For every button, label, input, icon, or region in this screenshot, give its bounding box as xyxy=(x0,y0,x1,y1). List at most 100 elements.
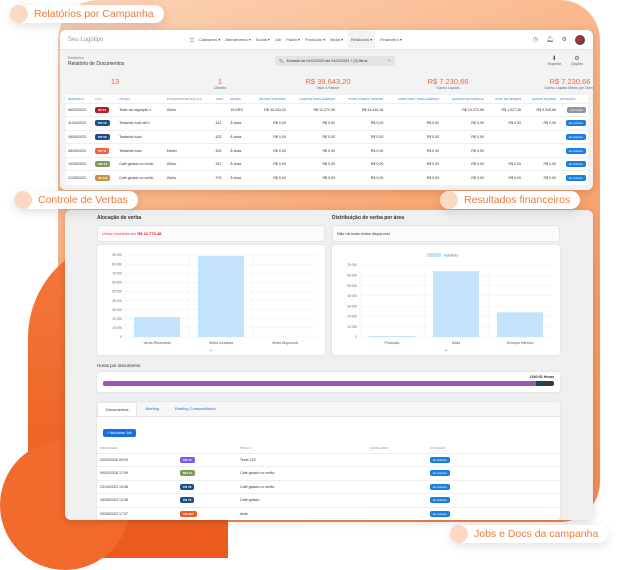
bar xyxy=(368,335,416,337)
cell: Aprovado xyxy=(558,102,588,117)
cell: À vista xyxy=(228,143,250,158)
cell: R$ 44.516,16 xyxy=(337,102,386,117)
list-item[interactable]: 16/06/2023 13:38 PR 76 Café gelado Em Abert… xyxy=(97,493,560,507)
table-row[interactable]: 08/05/2023 PP 41 Testando tudo Marlei 432 À v… xyxy=(66,143,588,158)
cell: R$ 0,00 xyxy=(385,170,442,185)
table-row[interactable]: 06/03/2023 MI 14 Teste da migração 1 Globo 1… xyxy=(66,102,588,117)
tab[interactable]: Briefing xyxy=(145,406,160,411)
menu-item[interactable]: Job xyxy=(274,37,282,42)
list-item[interactable]: 23/02/2026 09:09 PM 10 Teste 123 Em Aberto xyxy=(97,452,560,467)
column-header[interactable]: CLIENTE PAGA AGÊNCIA xyxy=(299,96,336,101)
breadcrumb[interactable]: Relatórios xyxy=(68,56,84,60)
menu-item[interactable]: Mídia ▾ xyxy=(330,37,343,42)
cell: R$ 0,00 xyxy=(249,116,288,131)
kpi-label: Ganho Líquido Médio por Cliente xyxy=(544,86,593,90)
column-header[interactable]: PRAZO xyxy=(230,96,241,101)
cell: R$ 1.027,30 xyxy=(485,102,524,117)
edit-icon[interactable]: ✎ xyxy=(387,59,391,63)
hours-value: 1540:52 Horas xyxy=(529,375,554,379)
export-button[interactable]: ⬇ Exportar xyxy=(547,56,561,66)
cell: R$ 0,00 xyxy=(337,129,386,144)
cell: R$ 0,00 xyxy=(337,156,386,171)
menu-item[interactable]: Social ▾ xyxy=(255,37,270,42)
cell: MI 126 xyxy=(93,170,118,185)
options-button[interactable]: ⚙ Opções xyxy=(570,56,583,66)
bar xyxy=(432,271,480,337)
avatar[interactable] xyxy=(575,34,585,45)
column-header: SITUAÇÃO xyxy=(430,445,446,450)
cell xyxy=(485,129,524,144)
list-item[interactable]: 23/10/2023 13:58 PR 78 Café gelado no verã… xyxy=(97,479,560,494)
y-tick-label: 60 000 xyxy=(112,281,122,285)
column-header[interactable]: SITUAÇÃO xyxy=(560,96,576,101)
clock-icon[interactable]: ◷ xyxy=(532,37,538,43)
menu-item[interactable]: Cadastros ▾ xyxy=(198,37,221,42)
cell: 16/06/2023 13:38 xyxy=(97,493,177,507)
hours-title: Horas por documento xyxy=(97,363,141,368)
menu-item[interactable]: Pauta ▾ xyxy=(286,37,300,42)
kpi-value: R$ 7.230,66 xyxy=(427,77,469,86)
kpi-value: 13 xyxy=(110,77,120,86)
cell: R$ 0,00 xyxy=(287,143,338,158)
cell: 08/05/2023 xyxy=(66,143,94,158)
column-header[interactable]: COM. DE VENDAS xyxy=(495,96,522,101)
doc-badge: MO 12 xyxy=(95,161,111,168)
column-header[interactable]: FORN./VEÍC. PAGA AGÊNCIA xyxy=(398,96,440,101)
table-row[interactable]: 08/05/2023 PR 55 Testando tudo 432 À vista R$… xyxy=(66,129,588,144)
cell: Globo xyxy=(164,170,214,185)
add-job-button[interactable]: + Adicionar Job xyxy=(103,429,136,437)
column-header[interactable]: TOTAL INVEST. CLIENTE xyxy=(348,96,384,101)
tab[interactable]: Documentos xyxy=(97,402,138,416)
list-item[interactable]: 05/06/2023 17:07 AM 695 teste Em Aberto xyxy=(97,506,560,520)
cell: 09/02/2026 17:09 xyxy=(97,466,177,480)
tab[interactable]: Briefing Compartilhado xyxy=(175,406,216,411)
cell: R$ 0,00 xyxy=(485,156,524,171)
main-menu: 🖵 Cadastros ▾ Atendimento ▾ Social ▾ Job Paut… xyxy=(190,31,402,48)
column-header[interactable]: GANHO LÍQUIDO xyxy=(531,96,557,101)
cell xyxy=(523,129,559,144)
cell xyxy=(367,466,427,480)
list-item[interactable]: 09/02/2026 17:09 MO 14 Café gelado no verã… xyxy=(97,466,560,480)
menu-item[interactable]: Relatórios ▾ xyxy=(348,31,376,48)
cell: 347 xyxy=(213,156,229,171)
filter-search[interactable]: 🔍︎ Emissão de 01/01/2023 até 31/12/2023 +… xyxy=(275,56,395,66)
hours-progress xyxy=(103,381,554,386)
cell: R$ 0,00 xyxy=(441,170,486,185)
filter-text: Emissão de 01/01/2023 até 31/12/2023 + (… xyxy=(286,59,368,63)
table-row[interactable]: 11/04/2023 PR 52 Testando tudo alt b 412 À v… xyxy=(66,116,588,131)
cell: R$ 0,00 xyxy=(385,156,442,171)
cell xyxy=(213,102,229,117)
column-header[interactable]: EMISSÃO ▾ xyxy=(68,96,85,101)
cell: R$ 0,00 xyxy=(287,170,338,185)
cell: 432 xyxy=(213,129,229,144)
column-header[interactable]: GANHOS DA AGÊNCIA xyxy=(451,96,484,101)
status-badge: Em Aberto xyxy=(430,497,451,504)
y-tick-label: 90 000 xyxy=(112,253,122,257)
y-tick-label: 30 000 xyxy=(112,308,122,312)
doc-badge: AM 695 xyxy=(180,511,197,517)
docs-table: CRIADO EM TÍTULO CONCLUÍDO SITUAÇÃO 23/02/20… xyxy=(97,443,560,520)
docs-card: Documentos Briefing Briefing Compartilhado… xyxy=(97,402,560,520)
column-header[interactable]: FORNECEDOR/VEÍCULO xyxy=(166,96,203,101)
table-row[interactable]: 21/05/2023 MI 126 Café gelado no verão Glob… xyxy=(66,170,588,185)
monitor-icon[interactable]: 🖵 xyxy=(190,37,194,42)
menu-item[interactable]: Financeiro ▾ xyxy=(380,37,402,42)
callout-financial: Resultados financeiros xyxy=(440,191,581,209)
cell: R$ 0,00 xyxy=(385,143,442,158)
menu-item[interactable]: Produção ▾ xyxy=(304,37,326,42)
cell xyxy=(367,506,427,520)
column-header[interactable]: VALOR A FATURAR xyxy=(258,96,286,101)
column-header[interactable]: TÍTULO xyxy=(119,96,130,101)
cell: R$ 0,00 xyxy=(249,143,288,158)
column-header[interactable]: DOC. xyxy=(95,96,103,101)
cell: Café gelado no verão xyxy=(237,466,367,480)
table-row[interactable]: 19/05/2023 MO 12 Café gelado no verão Globo… xyxy=(66,156,588,171)
cell: R$ 0,00 xyxy=(441,156,486,171)
cell: 376 xyxy=(213,170,229,185)
menu-item[interactable]: Atendimento ▾ xyxy=(225,37,251,42)
status-badge: Em Aberto xyxy=(430,470,451,477)
cell: À vista xyxy=(228,116,250,131)
gear-icon[interactable]: ⚙ xyxy=(561,37,567,43)
column-header[interactable]: JOBS xyxy=(215,96,224,101)
bell-icon[interactable]: 🔔︎ xyxy=(545,37,554,43)
